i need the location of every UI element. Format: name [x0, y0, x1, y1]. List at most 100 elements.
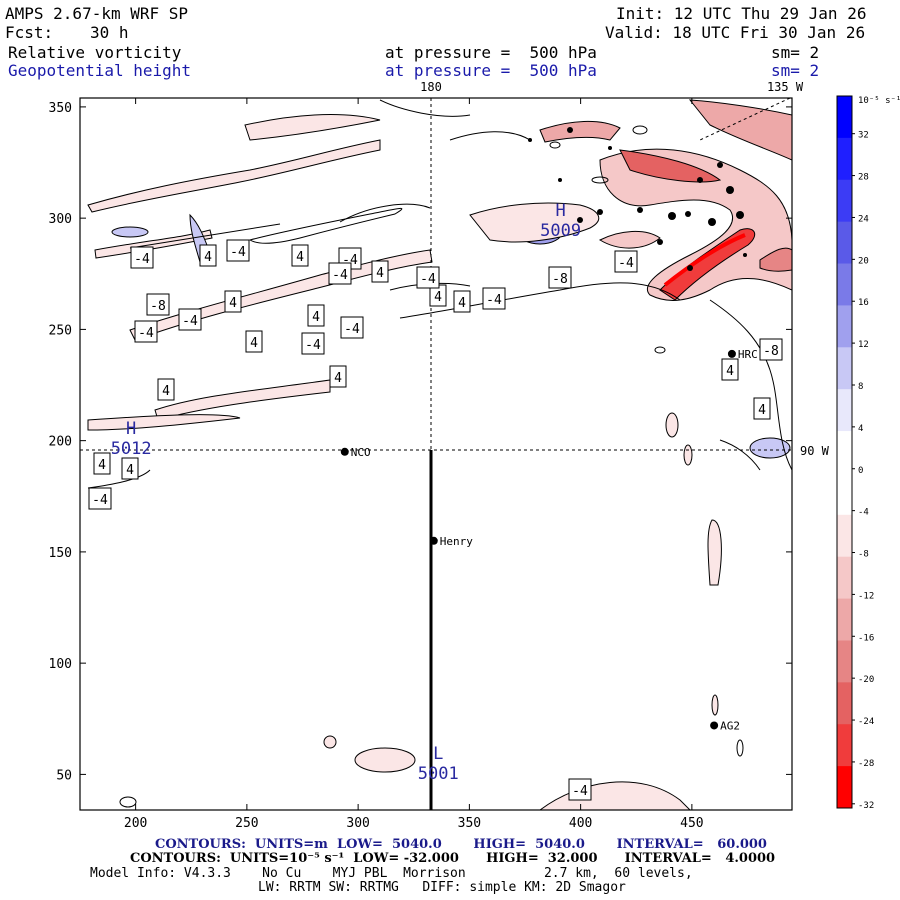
contour-label: -8	[150, 299, 166, 314]
contour-label-box	[721, 358, 739, 381]
colorbar-level-label: 32	[858, 131, 869, 141]
zero-contour	[323, 735, 337, 749]
contour-label: -4	[344, 322, 360, 337]
contour-label: 4	[162, 384, 170, 399]
axis-ticks: 200 250 300 350 400 450 350 300 250 200 150 100 50	[49, 98, 792, 831]
colorbar-segment	[837, 640, 852, 683]
colorbar-segment	[837, 472, 852, 516]
contour-label: 4	[250, 336, 258, 351]
zero-contour	[654, 346, 666, 354]
valid-time: Valid: 18 UTC Fri 30 Jan 26	[605, 23, 866, 42]
colorbar-level-label: 4	[858, 424, 863, 434]
contour-label-box	[157, 378, 175, 401]
footer-vorticity-contours: CONTOURS: UNITS=10⁻⁵ s⁻¹ LOW= -32.000 HI…	[130, 851, 776, 866]
colorbar-level-label: 16	[858, 298, 869, 308]
contour-label-box	[226, 239, 250, 262]
contour-label-box	[453, 290, 471, 313]
strong-vorticity-region	[599, 148, 792, 301]
y-tick-label: 100	[49, 657, 72, 672]
contour-label: -8	[763, 344, 779, 359]
colorbar-segment	[837, 221, 852, 265]
contour-label: 4	[229, 296, 237, 311]
contour-label: 4	[312, 310, 320, 325]
vortex-dots	[528, 127, 747, 271]
zero-contour	[129, 223, 281, 249]
strong-vorticity-region	[688, 99, 792, 161]
contour-label-box	[548, 266, 572, 289]
colorbar-level-label: 24	[858, 214, 869, 224]
negative-vorticity-band	[87, 139, 381, 213]
contour-label-box	[88, 487, 112, 510]
contour-label: 4	[98, 458, 106, 473]
y-tick-label: 250	[49, 323, 72, 338]
contour-label: -4	[134, 252, 150, 267]
footer-physics: LW: RRTM SW: RRTMG DIFF: simple KM: 2D S…	[258, 880, 626, 895]
negative-vorticity-band	[244, 114, 381, 141]
colorbar-segment	[837, 514, 852, 558]
init-time: Init: 12 UTC Thu 29 Jan 26	[616, 4, 867, 23]
contour-label-box	[301, 332, 325, 355]
zero-contour	[709, 299, 792, 471]
x-tick-label: 450	[680, 816, 703, 831]
station-label: AG2	[720, 719, 740, 732]
colorbar-level-label: -8	[858, 550, 869, 560]
footer-height-contours: CONTOURS: UNITS=m LOW= 5040.0 HIGH= 5040…	[155, 837, 767, 852]
colorbar-level-label: -4	[858, 508, 869, 518]
strong-vorticity-region	[469, 202, 600, 243]
y-tick-label: 200	[49, 435, 72, 450]
colorbar-segment	[837, 137, 852, 181]
contour-label-box	[199, 244, 217, 267]
colorbar-segment	[837, 431, 852, 474]
contour-label: 4	[376, 266, 384, 281]
contour-label-box	[759, 338, 783, 361]
lon-label-135w: 135 W	[767, 80, 804, 94]
contour-label-box	[130, 246, 154, 269]
contour-label: -4	[332, 268, 348, 283]
colorbar-segment	[837, 96, 852, 139]
contour-label-box	[753, 397, 771, 420]
colorbar-unit: 10⁻⁵ s⁻¹	[858, 96, 900, 106]
zero-contour	[379, 99, 471, 117]
map-field	[80, 98, 792, 810]
strong-vorticity-region	[539, 121, 621, 143]
forecast-label: Fcst:	[5, 23, 54, 42]
x-tick-label: 350	[458, 816, 481, 831]
negative-vorticity-band	[711, 694, 719, 716]
negative-vorticity-band	[539, 781, 691, 810]
field-geopotential-level: at pressure = 500 hPa	[385, 61, 597, 80]
strong-vorticity-region	[598, 230, 661, 249]
colorbar-level-label: 20	[858, 256, 869, 266]
stations: NCO Henry HRC AG2	[340, 348, 758, 732]
contour-label: -4	[230, 245, 246, 260]
contour-label-box	[121, 457, 139, 480]
field-vorticity-smooth: sm= 2	[771, 43, 820, 62]
model-title: AMPS 2.67-km WRF SP	[5, 4, 189, 23]
contour-label-box	[224, 290, 242, 313]
contour-label: -4	[420, 272, 436, 287]
zero-contour	[736, 739, 744, 757]
contour-label-box	[371, 260, 389, 283]
contour-label: 4	[204, 250, 212, 265]
colorbar-segment	[837, 263, 852, 306]
colorbar-segment	[837, 305, 852, 348]
contour-label: -4	[92, 493, 108, 508]
field-vorticity: Relative vorticity	[8, 43, 182, 62]
contour-label-box	[340, 316, 364, 339]
zero-contour	[449, 131, 531, 141]
contour-label: -8	[552, 272, 568, 287]
colorbar-level-label: -32	[858, 801, 874, 811]
contour-label: 4	[726, 364, 734, 379]
colorbar-level-label: 8	[858, 382, 863, 392]
contour-label-box	[482, 287, 506, 310]
forecast-hours: 30 h	[90, 23, 129, 42]
station-label: HRC	[738, 348, 758, 361]
y-tick-label: 50	[56, 768, 72, 783]
negative-vorticity-band	[665, 412, 679, 438]
contour-label: -4	[486, 293, 502, 308]
lon-label-180: 180	[420, 80, 442, 94]
contour-label: -4	[618, 256, 634, 271]
zero-contour	[399, 282, 681, 319]
contour-label-box	[329, 365, 347, 388]
contour-label: 4	[458, 296, 466, 311]
